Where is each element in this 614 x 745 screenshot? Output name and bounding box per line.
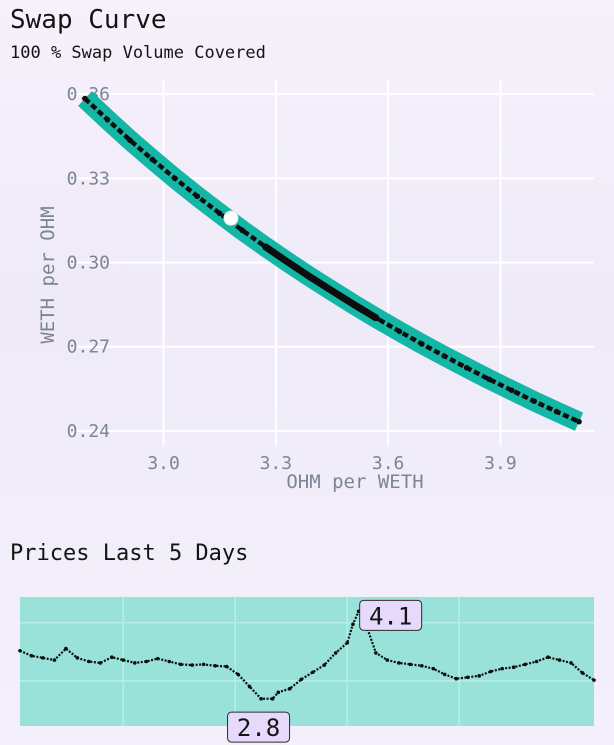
- current-price-marker: [223, 210, 239, 226]
- price-point: [569, 661, 573, 665]
- curve-points-dense: [262, 243, 379, 322]
- x-tick-label: 3.0: [147, 453, 180, 474]
- price-point: [477, 674, 482, 678]
- price-point: [87, 659, 91, 664]
- price-point: [442, 672, 447, 677]
- price-point: [155, 656, 160, 661]
- price-point: [52, 658, 57, 662]
- curve-point: [486, 376, 493, 383]
- price-annotation: 4.1: [359, 599, 423, 631]
- price-point: [534, 659, 539, 664]
- x-tick-label: 3.3: [260, 453, 293, 474]
- price-point: [64, 646, 68, 651]
- curve-point: [396, 328, 403, 335]
- curve-point: [216, 210, 223, 217]
- chart-title: Swap Curve: [10, 5, 167, 35]
- price-point: [18, 648, 22, 653]
- curve-point: [104, 116, 111, 123]
- price-point: [41, 656, 45, 660]
- price-point: [592, 678, 596, 682]
- curve-point: [172, 175, 178, 182]
- price-point: [488, 669, 493, 674]
- price-point: [557, 658, 562, 662]
- curve-point: [82, 95, 88, 102]
- price-point: [299, 677, 304, 682]
- y-axis-title: WETH per OHM: [37, 206, 59, 343]
- price-point: [465, 675, 470, 680]
- curve-point: [441, 353, 448, 359]
- curve-point: [306, 273, 313, 280]
- price-point: [385, 658, 390, 662]
- y-tick-label: 0.24: [67, 421, 110, 442]
- price-point: [259, 696, 263, 701]
- price-point: [133, 661, 137, 665]
- curve-point: [374, 315, 380, 322]
- price-point: [310, 670, 315, 675]
- curve-point: [239, 227, 245, 234]
- curve-point: [329, 288, 335, 294]
- price-point: [224, 664, 229, 669]
- price-point: [511, 665, 516, 670]
- x-tick-label: 3.9: [484, 453, 517, 474]
- curve-point: [351, 302, 358, 308]
- price-point: [110, 655, 114, 659]
- price-point: [201, 662, 206, 667]
- x-tick-label: 3.6: [372, 453, 405, 474]
- price-point: [276, 690, 281, 695]
- price-point: [190, 663, 194, 667]
- history-title: Prices Last 5 Days: [10, 541, 249, 566]
- annotation-label: 2.8: [237, 714, 280, 742]
- curve-point: [284, 258, 290, 265]
- price-point: [98, 661, 103, 665]
- price-point: [454, 676, 459, 681]
- curve-point: [149, 156, 156, 163]
- x-axis-title: OHM per WETH: [286, 471, 423, 493]
- annotation-label: 4.1: [369, 602, 412, 630]
- price-point: [500, 666, 504, 671]
- price-point: [420, 664, 424, 668]
- price-point: [431, 666, 436, 671]
- curve-point: [463, 364, 470, 371]
- price-point: [333, 651, 338, 655]
- price-point: [270, 696, 275, 701]
- chart-subtitle: 100 % Swap Volume Covered: [10, 43, 266, 63]
- curve-points: [83, 96, 580, 424]
- curve-point: [508, 387, 515, 394]
- price-point: [546, 655, 550, 659]
- price-point: [247, 684, 252, 689]
- price-annotation: 2.8: [227, 711, 291, 743]
- annotation-box: [359, 599, 423, 631]
- price-point: [121, 658, 126, 662]
- curve-point: [261, 243, 268, 250]
- price-point: [144, 659, 149, 664]
- price-point: [523, 662, 527, 667]
- y-tick-label: 0.33: [67, 168, 110, 189]
- curve-point: [576, 418, 582, 425]
- y-tick-label: 0.27: [67, 337, 110, 358]
- price-point: [167, 659, 172, 664]
- price-point: [351, 622, 355, 627]
- price-point: [408, 662, 413, 667]
- price-point: [236, 672, 240, 677]
- price-point: [345, 641, 349, 645]
- curve-point: [127, 137, 133, 143]
- history-panel: [20, 597, 594, 726]
- annotation-box: [227, 711, 291, 743]
- price-point: [397, 661, 401, 665]
- price-point: [322, 663, 327, 667]
- price-point: [75, 656, 80, 660]
- price-point: [580, 671, 585, 675]
- price-point: [287, 686, 292, 691]
- price-point: [29, 653, 34, 658]
- y-tick-label: 0.30: [67, 253, 110, 274]
- curve-point: [419, 341, 425, 347]
- curve-point: [553, 408, 560, 415]
- price-point: [213, 664, 217, 668]
- curve-point: [531, 398, 537, 405]
- curve-point: [194, 193, 201, 200]
- price-point: [178, 662, 183, 667]
- price-point: [374, 651, 378, 655]
